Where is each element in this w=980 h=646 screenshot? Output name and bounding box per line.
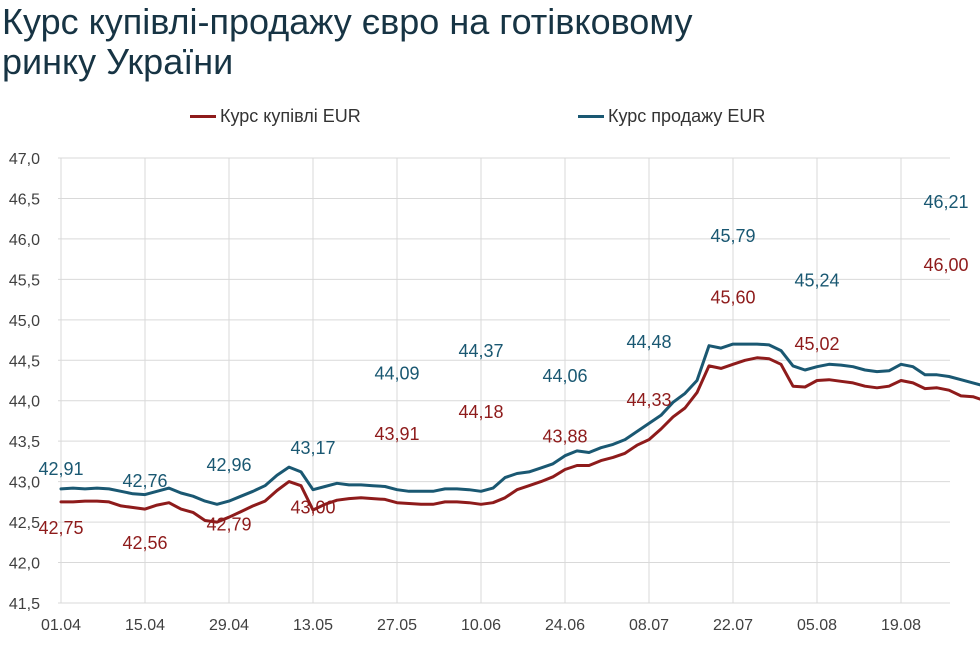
legend-label-sell: Курс продажу EUR: [608, 106, 766, 126]
legend-item-buy: Курс купівлі EUR: [190, 106, 361, 127]
legend-swatch-buy: [190, 115, 216, 118]
data-label-buy: 46,00: [923, 255, 968, 275]
x-tick-label: 08.07: [629, 617, 669, 634]
y-axis: 41,5 42,0 42,5 43,0 43,5 44,0 44,5 45,0 45,5 46,0…: [9, 151, 40, 613]
x-tick-label: 22.07: [713, 617, 753, 634]
data-label-sell: 44,37: [458, 341, 503, 361]
x-tick-label: 10.06: [461, 617, 501, 634]
x-tick-label: 29.04: [209, 617, 249, 634]
x-tick-label: 05.08: [797, 617, 837, 634]
series-line-sell: [59, 342, 980, 506]
chart-legend: Курс купівлі EUR Курс продажу EUR: [0, 106, 980, 136]
y-tick-label: 43,0: [9, 475, 40, 492]
data-label-sell: 46,21: [923, 192, 968, 212]
data-label-buy: 42,79: [206, 515, 251, 535]
y-tick-label: 41,5: [9, 596, 40, 613]
y-tick-label: 42,0: [9, 556, 40, 573]
data-label-sell: 44,09: [374, 363, 419, 383]
x-tick-label: 19.08: [881, 617, 921, 634]
data-label-buy: 42,75: [38, 518, 83, 538]
x-axis: 01.04 15.04 29.04 13.05 27.05 10.06 24.06 08.07…: [41, 617, 921, 634]
y-tick-label: 44,5: [9, 353, 40, 370]
data-label-sell: 45,24: [794, 270, 839, 290]
y-tick-label: 45,0: [9, 313, 40, 330]
x-tick-label: 24.06: [545, 617, 585, 634]
y-tick-label: 43,5: [9, 434, 40, 451]
y-tick-label: 42,5: [9, 515, 40, 532]
data-label-buy: 44,33: [626, 390, 671, 410]
series-line-buy: [59, 356, 980, 524]
y-tick-label: 46,5: [9, 191, 40, 208]
chart-title: Курс купівлі-продажу євро на готівковому…: [2, 1, 693, 82]
data-label-buy: 43,88: [542, 426, 587, 446]
x-tick-label: 15.04: [125, 617, 165, 634]
data-label-sell: 44,06: [542, 366, 587, 386]
data-label-sell: 42,76: [122, 471, 167, 491]
x-tick-label: 13.05: [293, 617, 333, 634]
y-tick-label: 47,0: [9, 151, 40, 168]
y-tick-label: 44,0: [9, 394, 40, 411]
x-tick-label: 27.05: [377, 617, 417, 634]
legend-swatch-sell: [578, 115, 604, 118]
data-label-sell: 44,48: [626, 332, 671, 352]
series-lines: [59, 342, 980, 524]
legend-label-buy: Курс купівлі EUR: [220, 106, 361, 126]
data-label-sell: 43,17: [290, 438, 335, 458]
y-tick-label: 46,0: [9, 232, 40, 249]
data-label-sell: 45,79: [710, 226, 755, 246]
data-label-buy: 44,18: [458, 402, 503, 422]
y-tick-label: 45,5: [9, 272, 40, 289]
data-label-buy: 45,02: [794, 334, 839, 354]
data-label-sell: 42,91: [38, 459, 83, 479]
gridlines: [58, 157, 950, 604]
data-label-buy: 43,00: [290, 498, 335, 518]
legend-item-sell: Курс продажу EUR: [578, 106, 765, 127]
data-label-buy: 43,91: [374, 424, 419, 444]
data-label-buy: 45,60: [710, 287, 755, 307]
data-label-sell: 42,96: [206, 455, 251, 475]
data-labels: 42,75 42,56 42,79 43,00 43,91 44,18 43,88 44,33…: [38, 192, 968, 553]
data-label-buy: 42,56: [122, 533, 167, 553]
x-tick-label: 01.04: [41, 617, 81, 634]
